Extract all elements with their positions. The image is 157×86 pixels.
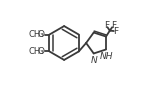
Text: N: N bbox=[90, 56, 97, 65]
Text: F: F bbox=[113, 27, 118, 36]
Text: NH: NH bbox=[100, 52, 114, 61]
Text: CH₃: CH₃ bbox=[29, 47, 44, 56]
Text: O: O bbox=[38, 47, 45, 56]
Text: F: F bbox=[104, 22, 109, 30]
Text: F: F bbox=[111, 22, 116, 30]
Text: O: O bbox=[38, 30, 45, 39]
Text: CH₃: CH₃ bbox=[29, 30, 44, 39]
